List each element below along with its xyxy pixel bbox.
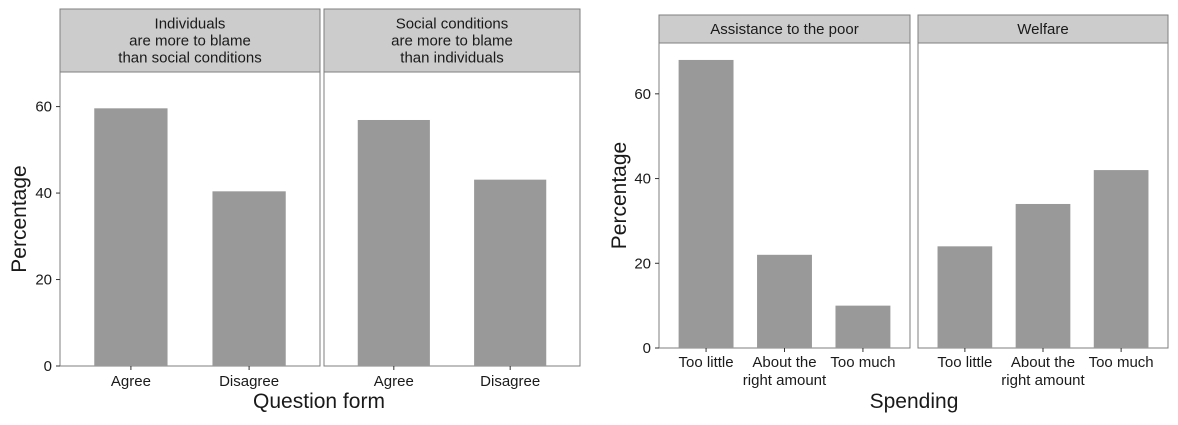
bar <box>678 59 734 348</box>
y-tick-label: 20 <box>634 255 651 272</box>
facet-strip-label: Social conditions <box>396 16 509 33</box>
facet-strip-label: Individuals <box>155 16 226 33</box>
y-tick-label: 60 <box>634 86 651 103</box>
x-axis-title: Question form <box>253 390 385 413</box>
facet-strip <box>917 14 1169 44</box>
bar <box>1093 170 1149 348</box>
y-tick-label: 40 <box>634 171 651 188</box>
x-tick-label: Disagree <box>219 373 279 390</box>
bar <box>94 108 168 366</box>
y-axis-title: Percentage <box>8 165 31 272</box>
facet-strip-label: than social conditions <box>118 50 261 67</box>
x-tick-label: Agree <box>111 373 151 390</box>
x-tick-label: Disagree <box>480 373 540 390</box>
y-tick-label: 20 <box>35 272 52 289</box>
facet-strip-label: are more to blame <box>129 33 251 50</box>
facet-strip <box>323 8 581 73</box>
y-tick-label: 0 <box>44 358 52 375</box>
x-tick-label: About the <box>752 354 816 371</box>
bar <box>474 179 547 366</box>
facet-strip <box>658 14 911 44</box>
bar <box>212 191 286 366</box>
chart-2: Assistance to the poor Too little About th… <box>608 14 1169 413</box>
facet-strip-label: Welfare <box>1017 21 1068 38</box>
y-tick-label: 40 <box>35 185 52 202</box>
y-axis-title: Percentage <box>608 142 631 249</box>
bar <box>835 305 891 348</box>
y-tick-label: 60 <box>35 99 52 116</box>
facet-panel: Assistance to the poor Too little About th… <box>658 14 911 389</box>
bar <box>937 246 993 348</box>
x-tick-label: Agree <box>374 373 414 390</box>
x-tick-label: Too much <box>830 354 895 371</box>
facet-strip <box>59 8 321 73</box>
x-tick-label: About the <box>1011 354 1075 371</box>
x-axis-title: Spending <box>870 390 959 413</box>
x-tick-label: Too much <box>1089 354 1154 371</box>
bar <box>757 254 812 348</box>
x-tick-label: Too little <box>937 354 992 371</box>
x-tick-label: Too little <box>679 354 734 371</box>
x-tick-label: right amount <box>743 372 827 389</box>
facet-strip-label: Assistance to the poor <box>710 21 858 38</box>
y-tick-label: 0 <box>643 340 651 357</box>
bar <box>357 119 430 366</box>
facet-strip-label: than individuals <box>400 50 503 67</box>
facet-strip-label: are more to blame <box>391 33 513 50</box>
bar <box>1015 203 1071 348</box>
x-tick-label: right amount <box>1001 372 1085 389</box>
